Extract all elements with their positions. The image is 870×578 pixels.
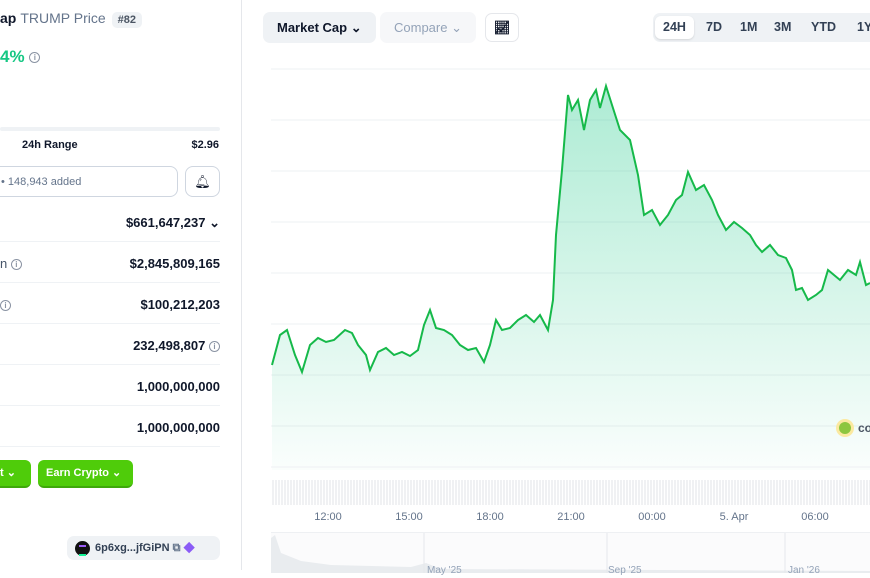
bell-icon[interactable]: 🔔︎ bbox=[185, 166, 220, 197]
x-tick-label: 00:00 bbox=[638, 511, 666, 523]
stat-row: $661,647,237 ⌄ bbox=[0, 201, 220, 242]
navigator-label: May '25 bbox=[427, 565, 462, 576]
range-label: 24h Range bbox=[22, 139, 78, 151]
wallet-icon[interactable]: ◆ bbox=[183, 542, 195, 554]
stat-row: i $100,212,203 bbox=[0, 283, 220, 324]
x-tick-label: 06:00 bbox=[801, 511, 829, 523]
stat-row: 1,000,000,000 bbox=[0, 406, 220, 447]
chart-area bbox=[272, 86, 870, 470]
x-tick-label: 15:00 bbox=[395, 511, 423, 523]
metric-dropdown[interactable]: Market Cap ⌄ bbox=[263, 12, 376, 43]
contract-address[interactable]: 6p6xg...jfGiPN ⧉ ◆ bbox=[67, 536, 220, 560]
range-bar bbox=[0, 127, 220, 131]
chart-type-icon[interactable]: 📈︎ bbox=[485, 13, 519, 42]
range-tab-ytd[interactable]: YTD bbox=[811, 20, 836, 34]
copy-icon[interactable]: ⧉ bbox=[172, 542, 181, 554]
volume-bars bbox=[271, 466, 870, 505]
stat-row: 1,000,000,000 bbox=[0, 365, 220, 406]
stat-label: n i bbox=[0, 256, 22, 271]
stat-row: n i $2,845,809,165 bbox=[0, 242, 220, 283]
earn-crypto-button[interactable]: Earn Crypto ⌄ bbox=[38, 460, 133, 488]
x-tick-label: 18:00 bbox=[476, 511, 504, 523]
chart-navigator[interactable] bbox=[271, 532, 870, 573]
navigator-label: Jan '26 bbox=[788, 565, 820, 576]
stat-value: 1,000,000,000 bbox=[136, 379, 220, 394]
range-tab-3m[interactable]: 3M bbox=[774, 20, 792, 34]
range-tab-7d[interactable]: 7D bbox=[706, 20, 722, 34]
info-icon[interactable]: i bbox=[209, 341, 220, 353]
info-icon[interactable]: i bbox=[0, 300, 11, 312]
chevron-down-icon[interactable]: ⌄ bbox=[209, 215, 220, 230]
coin-info-panel: ap TRUMP Price #82 4% i 24h Range $2.96 • … bbox=[0, 0, 242, 570]
range-high: $2.96 bbox=[191, 139, 219, 151]
watchlist-button[interactable]: • 148,943 added bbox=[0, 166, 178, 197]
coin-title: ap TRUMP Price #82 bbox=[0, 10, 143, 28]
solana-icon bbox=[75, 540, 90, 556]
x-tick-label: 5. Apr bbox=[719, 511, 749, 523]
watermark-text: co bbox=[858, 421, 870, 435]
stat-row: 232,498,807 i bbox=[0, 324, 220, 365]
x-tick-label: 12:00 bbox=[314, 511, 342, 523]
navigator-label: Sep '25 bbox=[608, 565, 642, 576]
info-icon[interactable]: i bbox=[29, 52, 41, 64]
rank-badge: #82 bbox=[111, 12, 143, 28]
x-tick-label: 21:00 bbox=[557, 511, 585, 523]
range-tab-1m[interactable]: 1M bbox=[740, 20, 758, 34]
stat-value: $100,212,203 bbox=[140, 297, 220, 312]
range-selector: 24H 7D 1M 3M YTD 1Y bbox=[653, 13, 870, 42]
range-tab-1y[interactable]: 1Y bbox=[857, 20, 870, 34]
stat-value: $661,647,237 ⌄ bbox=[125, 215, 220, 230]
info-icon[interactable]: i bbox=[10, 259, 22, 271]
buy-button[interactable]: t ⌄ bbox=[0, 460, 31, 488]
compare-dropdown[interactable]: Compare ⌄ bbox=[380, 12, 476, 43]
chart-line bbox=[271, 82, 870, 376]
stat-value: 1,000,000,000 bbox=[136, 420, 220, 435]
price-change: 4% i bbox=[0, 47, 41, 67]
range-tab-24h[interactable]: 24H bbox=[655, 16, 694, 39]
stat-value: 232,498,807 i bbox=[133, 338, 220, 353]
stat-label: i bbox=[0, 297, 11, 312]
stat-value: $2,845,809,165 bbox=[129, 256, 220, 271]
